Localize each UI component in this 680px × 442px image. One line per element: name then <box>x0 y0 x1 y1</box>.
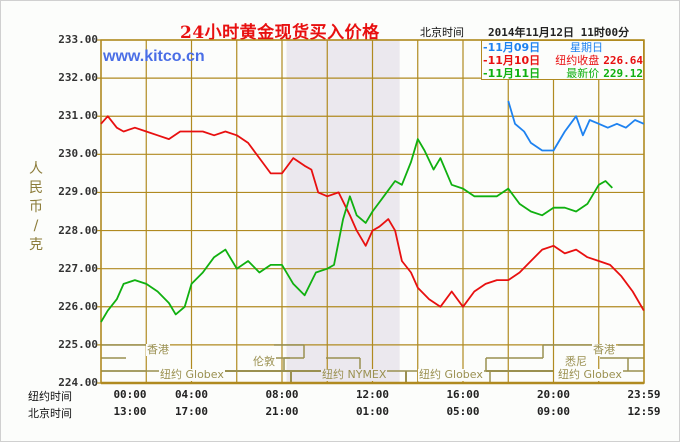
y-tick-label: 224.00 <box>58 376 98 389</box>
nymex-shaded-region <box>286 40 400 383</box>
y-tick-label: 232.00 <box>58 71 98 85</box>
session-london: 伦敦 <box>252 355 276 368</box>
legend: -11月09日 星期日 -11月10日 纽约收盘 226.64 -11月11日 … <box>481 40 644 80</box>
x-tick-label: 05:00 <box>446 405 480 418</box>
x-tick-label: 04:00 <box>174 388 209 401</box>
legend-date: -11月11日 <box>483 67 541 80</box>
y-tick-label: 233.00 <box>58 33 98 46</box>
x-tick-label: 01:00 <box>355 405 390 418</box>
y-tick-label: 229.00 <box>58 185 98 199</box>
brand-watermark: www.kitco.cn <box>103 48 205 65</box>
x-tick-label: 12:59 <box>627 405 661 418</box>
chart-title: 24小时黄金现货买入价格 <box>180 23 380 43</box>
legend-item-nov10: -11月10日 纽约收盘 226.64 <box>483 54 643 67</box>
x-tick-label: 09:00 <box>536 405 571 418</box>
legend-key: 纽约收盘 <box>555 54 600 67</box>
y-tick-label: 230.00 <box>58 147 98 161</box>
y-tick-label: 228.00 <box>58 223 98 237</box>
series-nov10-line <box>100 115 645 312</box>
session-ny-globex-3: 纽约 Globex <box>557 368 623 381</box>
y-axis-unit-label: 人民币 / 克 <box>29 161 43 253</box>
session-hongkong-1: 香港 <box>146 343 170 356</box>
legend-date: -11月10日 <box>483 54 541 67</box>
legend-value: 229.12 <box>603 67 643 80</box>
y-tick-label: 227.00 <box>58 261 98 275</box>
session-ny-nymex: 纽约 NYMEX <box>321 368 388 381</box>
x-axis-ny-label: 纽约时间 <box>28 390 72 403</box>
legend-item-nov11: -11月11日 最新价 229.12 <box>483 67 643 80</box>
datetime-label: 2014年11月12日 11时00分 <box>488 26 630 39</box>
legend-value: 226.64 <box>603 54 643 67</box>
y-tick-label: 225.00 <box>58 337 98 351</box>
x-tick-label: 21:00 <box>265 405 299 418</box>
y-tick-label: 231.00 <box>58 109 98 123</box>
legend-item-nov09: -11月09日 星期日 <box>483 41 643 54</box>
timezone-label: 北京时间 <box>420 26 464 39</box>
legend-key: 最新价 <box>566 67 600 80</box>
x-tick-label: 00:00 <box>113 388 147 401</box>
session-ny-globex-2: 纽约 Globex <box>418 368 484 381</box>
x-tick-label: 13:00 <box>113 405 147 418</box>
session-sydney: 悉尼 <box>564 355 588 368</box>
session-ny-globex-1: 纽约 Globex <box>159 368 225 381</box>
series-nov11-line <box>100 138 613 323</box>
x-axis-beijing-time: 北京时间 13:00 17:00 21:00 01:00 05:00 09:00 12:59 <box>0 405 680 420</box>
x-tick-label: 23:59 <box>627 388 661 401</box>
legend-key: 星期日 <box>570 41 603 54</box>
x-tick-label: 12:00 <box>355 388 390 401</box>
series-nov09-line <box>507 100 645 152</box>
session-hongkong-2: 香港 <box>592 343 616 356</box>
x-tick-label: 17:00 <box>174 405 209 418</box>
x-axis-bj-label: 北京时间 <box>28 407 72 420</box>
x-tick-label: 08:00 <box>265 388 299 401</box>
x-axis-ny-time: 纽约时间 00:00 04:00 08:00 12:00 16:00 20:00 23:59 <box>0 388 680 403</box>
legend-date: -11月09日 <box>483 41 541 54</box>
x-tick-label: 20:00 <box>536 388 571 401</box>
y-tick-label: 226.00 <box>58 299 98 313</box>
x-tick-label: 16:00 <box>446 388 480 401</box>
